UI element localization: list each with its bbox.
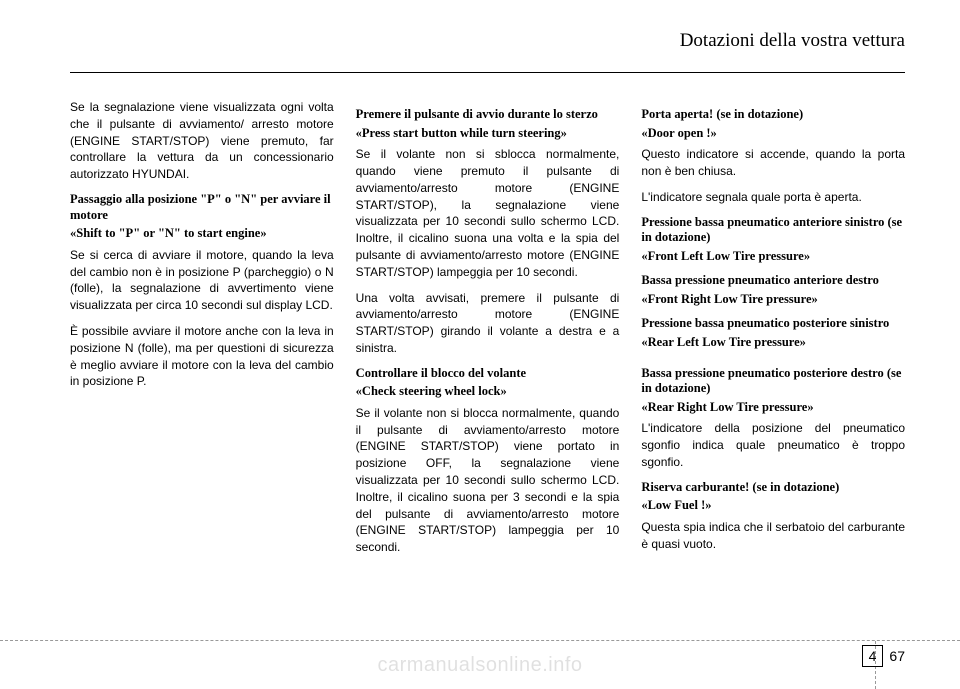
- paragraph: Una volta avvisati, premere il pulsante …: [356, 290, 620, 357]
- paragraph: Questa spia indica che il serbatoio del …: [641, 519, 905, 553]
- page-number: 4 67: [862, 645, 905, 667]
- page-number-value: 67: [889, 648, 905, 664]
- paragraph: Se il volante non si blocca normalmente,…: [356, 405, 620, 556]
- header-title: Dotazioni della vostra vettura: [680, 30, 905, 52]
- watermark: carmanualsonline.info: [377, 654, 582, 677]
- paragraph: È possibile avviare il motore anche con …: [70, 323, 334, 390]
- paragraph: L'indicatore segnala quale porta è apert…: [641, 189, 905, 206]
- lcd-message: «Door open !»: [641, 125, 905, 143]
- subheading: Bassa pressione pneumatico anteriore des…: [641, 273, 905, 289]
- paragraph: Se il volante non si sblocca normalmente…: [356, 146, 620, 280]
- footer-divider: [0, 640, 960, 641]
- lcd-message: «Low Fuel !»: [641, 497, 905, 515]
- paragraph: Se la segnalazione viene visualizzata og…: [70, 99, 334, 183]
- subheading: Bassa pressione pneumatico posteriore de…: [641, 366, 905, 397]
- lcd-message: «Rear Left Low Tire pressure»: [641, 334, 905, 352]
- lcd-message: «Front Right Low Tire pressure»: [641, 291, 905, 309]
- column-right: Porta aperta! (se in dotazione) «Door op…: [641, 99, 905, 565]
- lcd-message: «Shift to "P" or "N" to start engine»: [70, 225, 334, 243]
- page-header: Dotazioni della vostra vettura: [70, 30, 905, 73]
- paragraph: Se si cerca di avviare il motore, quando…: [70, 247, 334, 314]
- subheading: Controllare il blocco del volante: [356, 366, 620, 382]
- subheading: Riserva carburante! (se in dotazione): [641, 480, 905, 496]
- paragraph: L'indicatore della posizione del pneumat…: [641, 420, 905, 470]
- lcd-message: «Press start button while turn steering»: [356, 125, 620, 143]
- section-number: 4: [862, 645, 884, 667]
- lcd-message: «Rear Right Low Tire pressure»: [641, 399, 905, 417]
- lcd-message: «Front Left Low Tire pressure»: [641, 248, 905, 266]
- subheading: Porta aperta! (se in dotazione): [641, 107, 905, 123]
- column-left: Se la segnalazione viene visualizzata og…: [70, 99, 334, 565]
- subheading: Premere il pulsante di avvio durante lo …: [356, 107, 620, 123]
- column-center: Premere il pulsante di avvio durante lo …: [356, 99, 620, 565]
- subheading: Pressione bassa pneumatico anteriore sin…: [641, 215, 905, 246]
- lcd-message: «Check steering wheel lock»: [356, 383, 620, 401]
- paragraph: Questo indicatore si accende, quando la …: [641, 146, 905, 180]
- manual-page: Dotazioni della vostra vettura Se la seg…: [0, 0, 960, 689]
- content-columns: Se la segnalazione viene visualizzata og…: [70, 99, 905, 565]
- subheading: Pressione bassa pneumatico posteriore si…: [641, 316, 905, 332]
- subheading: Passaggio alla posizione "P" o "N" per a…: [70, 192, 334, 223]
